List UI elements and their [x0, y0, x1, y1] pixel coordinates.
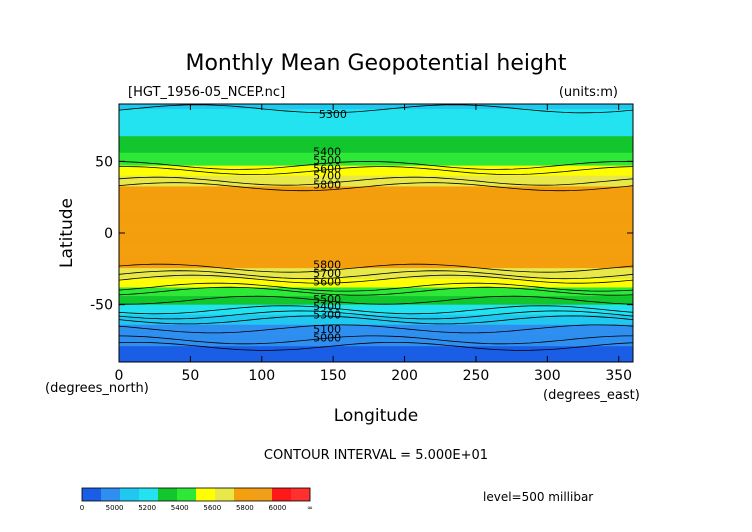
contour-line	[119, 263, 633, 273]
y-tick-label: -50	[90, 298, 113, 314]
contour-line	[119, 282, 633, 292]
y-tick-label: 50	[95, 154, 113, 170]
colorbar-tick-label: 5200	[138, 504, 156, 512]
contour-line	[119, 166, 633, 175]
x-tick-label: 300	[534, 368, 561, 384]
x-axis-label: Longitude	[334, 406, 419, 426]
colorbar-tick-label: 5000	[106, 504, 124, 512]
colorbar-frame	[81, 487, 311, 502]
colorbar-tick-label: 5800	[236, 504, 254, 512]
x-unit-label: (degrees_east)	[543, 388, 640, 403]
contour-label: 5600	[313, 276, 341, 289]
contour-label: 5500	[313, 293, 341, 306]
contour-line	[119, 315, 633, 325]
y-unit-label: (degrees_north)	[45, 381, 149, 396]
x-tick-label: 250	[463, 368, 490, 384]
colorbar-swatch	[139, 488, 159, 501]
y-tick-label: 0	[104, 226, 113, 242]
y-axis-label: Latitude	[57, 198, 77, 268]
chart-title: Monthly Mean Geopotential height	[185, 51, 566, 76]
contour-line	[119, 176, 633, 186]
contour-line	[119, 104, 633, 114]
colorbar: 0 5000 5200 5400 5600 5800 6000 ∞	[80, 487, 313, 512]
x-tick-label: 0	[115, 368, 124, 384]
colorbar-swatch	[82, 488, 102, 501]
contour-line	[119, 324, 633, 334]
x-tick-label: 150	[320, 368, 347, 384]
colorbar-swatch	[158, 488, 178, 501]
contour-label: 5300	[313, 309, 341, 322]
contour-label: 5800	[313, 259, 341, 272]
contour-label: 5400	[313, 145, 341, 158]
colorbar-tick-label: ∞	[307, 504, 313, 512]
x-tick-label: 200	[391, 368, 418, 384]
contour-line	[119, 182, 633, 192]
contour-label: 5700	[313, 170, 341, 183]
colorbar-swatch	[120, 488, 140, 501]
contour-line	[119, 335, 633, 345]
contour-line	[119, 305, 633, 315]
contour-line	[119, 286, 633, 296]
contour-line	[119, 160, 633, 170]
contour-label: 5300	[319, 108, 347, 121]
contour-label: 5000	[313, 332, 341, 345]
contour-label: 5800	[313, 178, 341, 191]
colorbar-swatch	[101, 488, 121, 501]
contour-label: 5400	[313, 300, 341, 313]
colorbar-swatch	[215, 488, 235, 501]
contour-line	[119, 310, 633, 320]
level-label: level=500 millibar	[483, 490, 593, 504]
colorbar-tick-label: 0	[80, 504, 84, 512]
contour-line	[119, 295, 633, 305]
contour-line	[119, 342, 633, 351]
x-tick-label: 350	[605, 368, 632, 384]
colorbar-swatch	[234, 488, 254, 501]
colorbar-swatch	[177, 488, 197, 501]
colorbar-swatch	[253, 488, 273, 501]
x-tick-label: 100	[248, 368, 275, 384]
contour-label: 5100	[313, 323, 341, 336]
colorbar-tick-label: 5600	[203, 504, 221, 512]
colorbar-tick-label: 5400	[171, 504, 189, 512]
colorbar-tick-label: 6000	[269, 504, 287, 512]
contour-line	[119, 270, 633, 280]
contour-label: 5600	[313, 163, 341, 176]
colorbar-swatch	[291, 488, 311, 501]
plot-area: 5300540055005600570058005800570056005500…	[90, 103, 634, 384]
contour-interval: CONTOUR INTERVAL = 5.000E+01	[264, 448, 488, 463]
colorbar-swatch	[196, 488, 216, 501]
units-label: (units:m)	[559, 85, 618, 100]
contour-label: 5500	[313, 154, 341, 167]
contour-label: 5700	[313, 267, 341, 280]
contour-line	[119, 274, 633, 284]
x-tick-label: 50	[181, 368, 199, 384]
file-label: [HGT_1956-05_NCEP.nc]	[128, 85, 285, 100]
colorbar-swatch	[272, 488, 292, 501]
